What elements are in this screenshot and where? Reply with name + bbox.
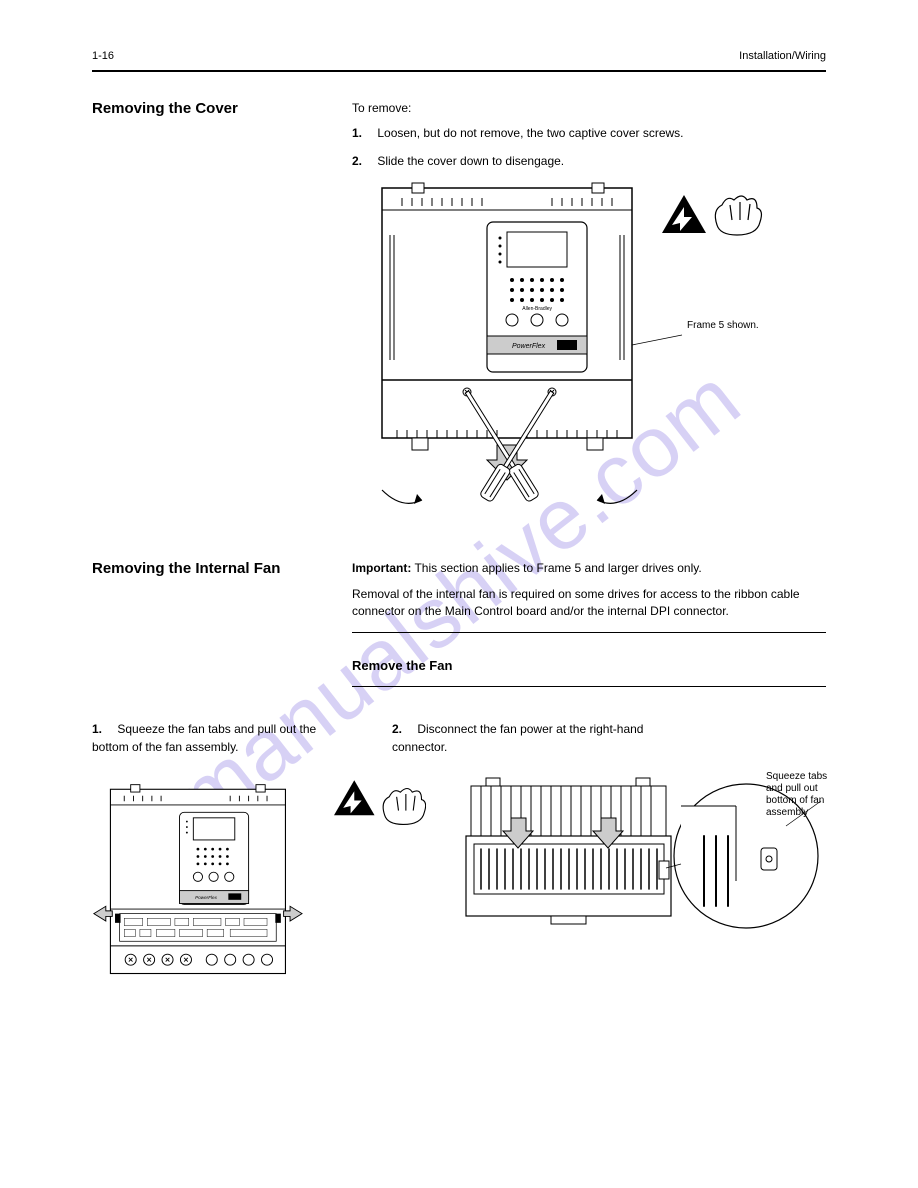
header-title: Installation/Wiring	[739, 50, 826, 62]
cover-diagram-svg: Allen-Bradley PowerFlex	[352, 180, 832, 540]
svg-text:PowerFlex: PowerFlex	[195, 895, 217, 900]
step-text: Slide the cover down to disengage.	[377, 154, 564, 168]
step-number: 1.	[352, 125, 374, 142]
step-number: 1.	[92, 721, 114, 738]
detail-caption: Squeeze tabs and pull out bottom of fan …	[766, 771, 836, 819]
fan-step-2: 2. Disconnect the fan power at the right…	[392, 721, 652, 756]
fan-tab-diagram: PowerFlex	[92, 776, 304, 996]
diagram-caption: Frame 5 shown.	[687, 320, 759, 332]
fan-step-1: 1. Squeeze the fan tabs and pull out the…	[92, 721, 342, 756]
page-header: 1-16 Installation/Wiring	[92, 50, 826, 70]
section-heading: Removing the Internal Fan	[92, 560, 352, 711]
section-divider	[352, 632, 826, 633]
important-text: This section applies to Frame 5 and larg…	[414, 561, 701, 575]
section-body: To remove: 1. Loosen, but do not remove,…	[352, 100, 832, 540]
section-heading: Removing the Cover	[92, 100, 352, 540]
page-content: 1-16 Installation/Wiring Removing the Co…	[92, 50, 826, 996]
esd-icon-2	[334, 776, 426, 836]
fan-removal-content: 1. Squeeze the fan tabs and pull out the…	[92, 721, 826, 996]
header-divider	[92, 70, 826, 72]
section-removing-cover: Removing the Cover To remove: 1. Loosen,…	[92, 100, 826, 540]
section-divider	[352, 686, 826, 687]
diagram-cover-removal: Allen-Bradley PowerFlex	[352, 180, 832, 540]
step-text: Loosen, but do not remove, the two capti…	[377, 126, 683, 140]
body-paragraph: Removal of the internal fan is required …	[352, 586, 826, 621]
step-2: 2. Slide the cover down to disengage.	[352, 153, 832, 170]
section-removing-fan: Removing the Internal Fan Important: Thi…	[92, 560, 826, 711]
step-1: 1. Loosen, but do not remove, the two ca…	[352, 125, 832, 142]
step-text: Disconnect the fan power at the right-ha…	[392, 722, 643, 753]
intro-text: To remove:	[352, 100, 832, 117]
step-number: 2.	[392, 721, 414, 738]
section-body: Important: This section applies to Frame…	[352, 560, 826, 711]
chapter-number: 1-16	[92, 50, 114, 62]
important-label: Important:	[352, 561, 411, 575]
svg-text:PowerFlex: PowerFlex	[512, 343, 546, 350]
important-note: Important: This section applies to Frame…	[352, 560, 826, 577]
step-text: Squeeze the fan tabs and pull out the bo…	[92, 722, 316, 753]
bottom-diagrams: PowerFlex	[92, 776, 826, 996]
svg-text:Allen-Bradley: Allen-Bradley	[522, 306, 552, 312]
step-number: 2.	[352, 153, 374, 170]
subsection-heading: Remove the Fan	[352, 657, 826, 676]
